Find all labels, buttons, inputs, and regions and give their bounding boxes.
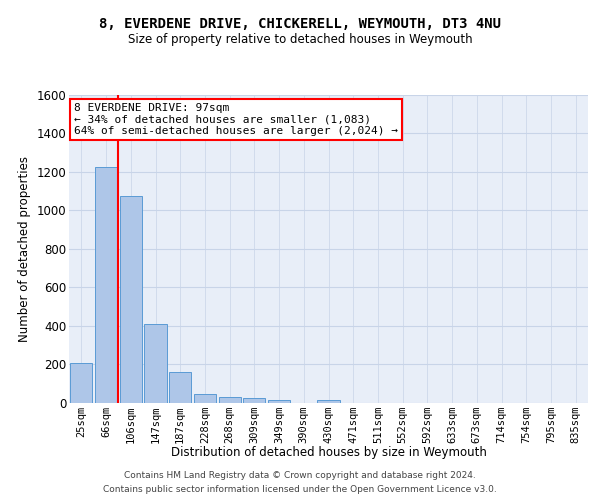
Text: Contains public sector information licensed under the Open Government Licence v3: Contains public sector information licen… [103,484,497,494]
Y-axis label: Number of detached properties: Number of detached properties [18,156,31,342]
Text: 8 EVERDENE DRIVE: 97sqm
← 34% of detached houses are smaller (1,083)
64% of semi: 8 EVERDENE DRIVE: 97sqm ← 34% of detache… [74,102,398,136]
Text: Distribution of detached houses by size in Weymouth: Distribution of detached houses by size … [171,446,487,459]
Text: Contains HM Land Registry data © Crown copyright and database right 2024.: Contains HM Land Registry data © Crown c… [124,472,476,480]
Bar [70,363,92,403]
Bar [145,324,167,402]
Bar [95,167,117,402]
Bar [268,400,290,402]
Bar [243,398,265,402]
Bar [218,398,241,402]
Bar [169,372,191,402]
Text: 8, EVERDENE DRIVE, CHICKERELL, WEYMOUTH, DT3 4NU: 8, EVERDENE DRIVE, CHICKERELL, WEYMOUTH,… [99,18,501,32]
Bar [317,400,340,402]
Text: Size of property relative to detached houses in Weymouth: Size of property relative to detached ho… [128,32,472,46]
Bar [119,196,142,402]
Bar [194,394,216,402]
